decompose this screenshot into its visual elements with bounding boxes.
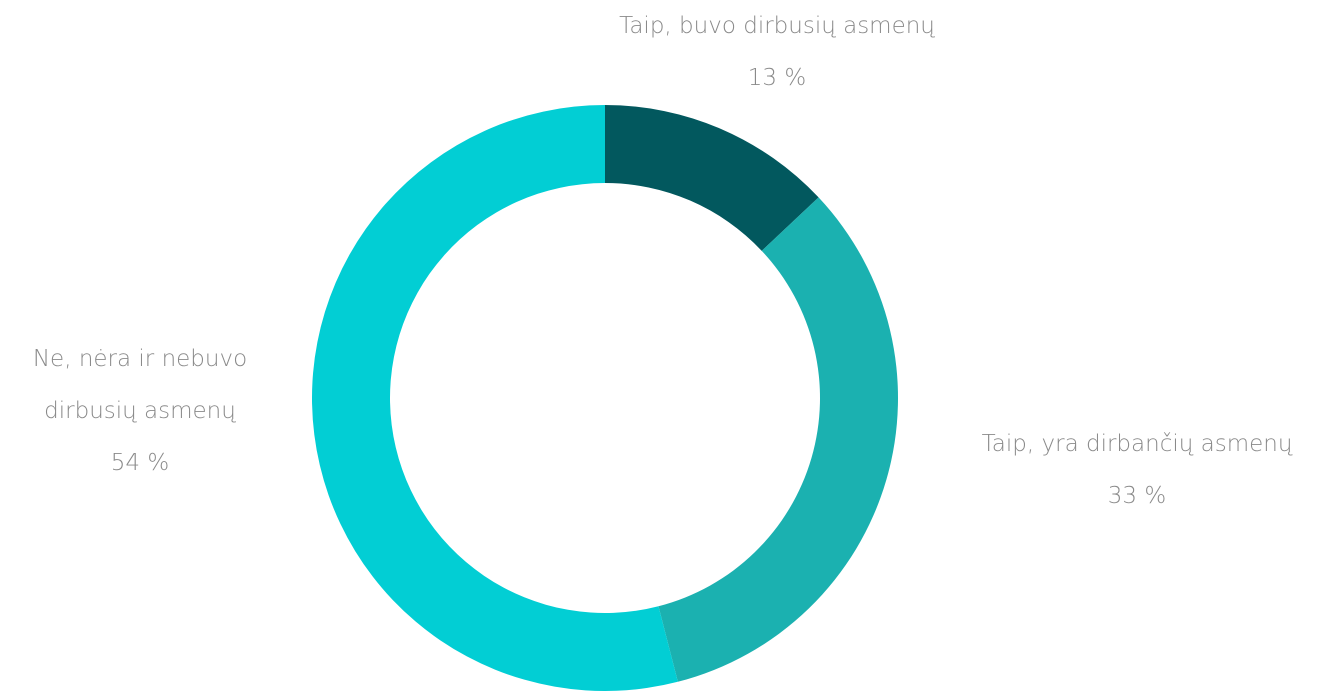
category-label: Taip, yra dirbančių asmenų xyxy=(981,431,1293,457)
slice xyxy=(605,105,819,251)
category-label: Taip, buvo dirbusių asmenų xyxy=(619,13,935,39)
value-label: 13 % xyxy=(747,65,807,91)
slice-label: Ne, nėra ir nebuvo dirbusių asmenų 54 % xyxy=(0,333,280,489)
slice xyxy=(311,105,678,691)
category-label: Ne, nėra ir nebuvo dirbusių asmenų xyxy=(32,346,248,424)
slice-label: Taip, buvo dirbusių asmenų 13 % xyxy=(567,0,987,104)
value-label: 33 % xyxy=(1107,483,1167,509)
value-label: 54 % xyxy=(110,450,170,476)
slice-label: Taip, yra dirbančių asmenų 33 % xyxy=(927,418,1322,522)
slice xyxy=(658,197,898,682)
